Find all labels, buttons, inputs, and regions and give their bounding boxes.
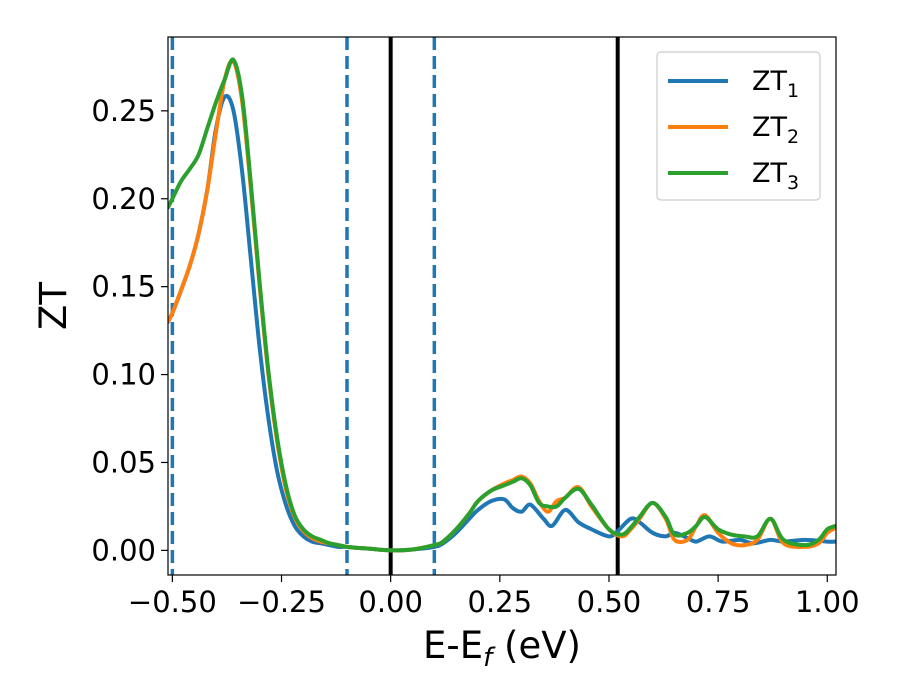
y-tick-label: 0.25 bbox=[91, 94, 156, 128]
x-tick-label: 0.25 bbox=[468, 585, 533, 619]
y-axis-title: ZT bbox=[32, 282, 75, 330]
x-axis-title: E-Ef (eV) bbox=[423, 624, 581, 673]
x-tick-label: −0.25 bbox=[237, 585, 326, 619]
reference-lines bbox=[172, 37, 617, 575]
y-axis-ticks: 0.00 0.05 0.10 0.15 0.20 0.25 bbox=[91, 94, 168, 568]
y-tick-label: 0.05 bbox=[91, 445, 156, 479]
x-tick-label: 1.00 bbox=[795, 585, 860, 619]
y-tick-label: 0.00 bbox=[91, 533, 156, 567]
x-tick-label: 0.75 bbox=[686, 585, 751, 619]
x-tick-label: 0.50 bbox=[577, 585, 642, 619]
y-tick-label: 0.10 bbox=[91, 358, 156, 392]
x-axis-ticks: −0.50 −0.25 0.00 0.25 0.50 0.75 1.00 bbox=[128, 575, 860, 619]
x-tick-label: 0.00 bbox=[358, 585, 423, 619]
y-tick-label: 0.20 bbox=[91, 182, 156, 216]
x-tick-label: −0.50 bbox=[128, 585, 217, 619]
y-tick-label: 0.15 bbox=[91, 270, 156, 304]
